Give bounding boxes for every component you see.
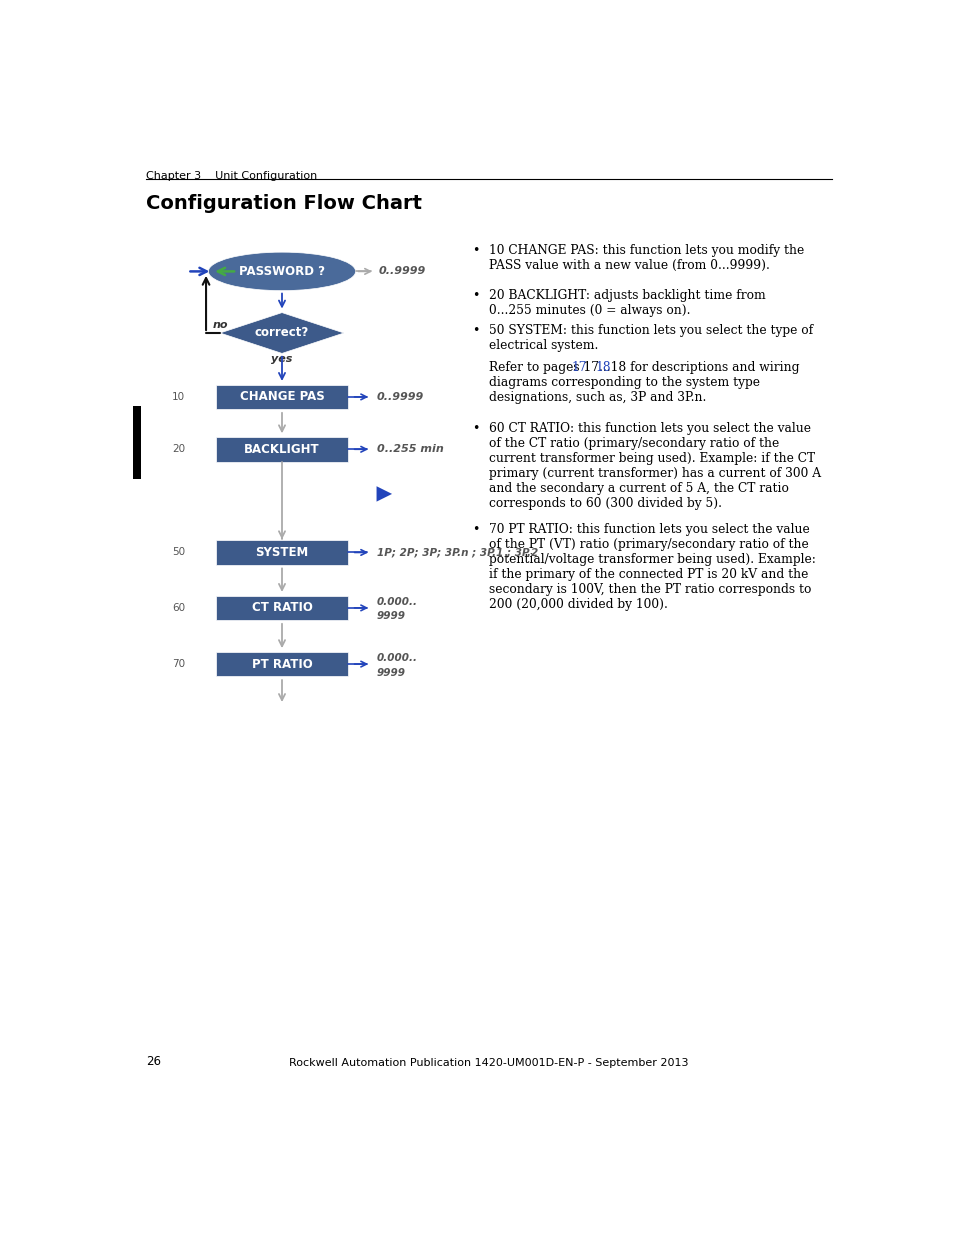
Text: 9999: 9999	[376, 611, 405, 621]
Text: 20: 20	[172, 445, 185, 454]
Text: 9999: 9999	[376, 668, 405, 678]
FancyBboxPatch shape	[216, 595, 348, 620]
Text: •: •	[472, 245, 478, 257]
Text: 60 CT RATIO: this function lets you select the value
of the CT ratio (primary/se: 60 CT RATIO: this function lets you sele…	[488, 421, 821, 510]
Text: 10: 10	[172, 391, 185, 401]
Polygon shape	[220, 312, 344, 353]
Text: 26: 26	[146, 1056, 161, 1068]
Text: 17: 17	[571, 362, 586, 374]
Text: BACKLIGHT: BACKLIGHT	[244, 443, 319, 456]
Text: 50 SYSTEM: this function lets you select the type of
electrical system.: 50 SYSTEM: this function lets you select…	[488, 324, 812, 352]
FancyBboxPatch shape	[133, 406, 141, 479]
FancyBboxPatch shape	[216, 437, 348, 462]
Text: PT RATIO: PT RATIO	[252, 657, 312, 671]
Text: CT RATIO: CT RATIO	[252, 601, 313, 614]
Text: correct?: correct?	[254, 326, 309, 340]
Text: CHANGE PAS: CHANGE PAS	[239, 390, 324, 404]
Text: PASSWORD ?: PASSWORD ?	[239, 264, 325, 278]
Text: 60: 60	[172, 603, 185, 613]
Text: •: •	[472, 524, 478, 536]
Text: 0..9999: 0..9999	[378, 267, 426, 277]
Text: Refer to pages 17...18 for descriptions and wiring
diagrams corresponding to the: Refer to pages 17...18 for descriptions …	[488, 362, 799, 405]
Text: yes: yes	[271, 354, 293, 364]
Text: Chapter 3    Unit Configuration: Chapter 3 Unit Configuration	[146, 172, 317, 182]
Text: 70: 70	[172, 659, 185, 669]
Text: 10 CHANGE PAS: this function lets you modify the
PASS value with a new value (fr: 10 CHANGE PAS: this function lets you mo…	[488, 245, 803, 273]
Text: SYSTEM: SYSTEM	[255, 546, 309, 559]
Polygon shape	[376, 487, 392, 501]
FancyBboxPatch shape	[216, 384, 348, 409]
Text: no: no	[212, 320, 228, 330]
FancyBboxPatch shape	[216, 540, 348, 564]
FancyBboxPatch shape	[216, 652, 348, 677]
Text: 1P; 2P; 3P; 3P.n ; 3P.1 ; 3P.2: 1P; 2P; 3P; 3P.n ; 3P.1 ; 3P.2	[376, 547, 537, 557]
Text: 0.000..: 0.000..	[376, 597, 417, 606]
Text: Configuration Flow Chart: Configuration Flow Chart	[146, 194, 422, 214]
Text: 20 BACKLIGHT: adjusts backlight time from
0...255 minutes (0 = always on).: 20 BACKLIGHT: adjusts backlight time fro…	[488, 289, 765, 317]
Text: 18: 18	[596, 362, 611, 374]
Text: •: •	[472, 289, 478, 303]
Text: 50: 50	[172, 547, 185, 557]
Text: 0.000..: 0.000..	[376, 653, 417, 663]
Text: 0..9999: 0..9999	[376, 391, 423, 401]
Text: •: •	[472, 421, 478, 435]
Text: Rockwell Automation Publication 1420-UM001D-EN-P - September 2013: Rockwell Automation Publication 1420-UM0…	[289, 1058, 688, 1068]
Text: 0..255 min: 0..255 min	[376, 445, 443, 454]
Text: 70 PT RATIO: this function lets you select the value
of the PT (VT) ratio (prima: 70 PT RATIO: this function lets you sele…	[488, 524, 815, 611]
Text: •: •	[472, 324, 478, 337]
Ellipse shape	[208, 252, 355, 290]
